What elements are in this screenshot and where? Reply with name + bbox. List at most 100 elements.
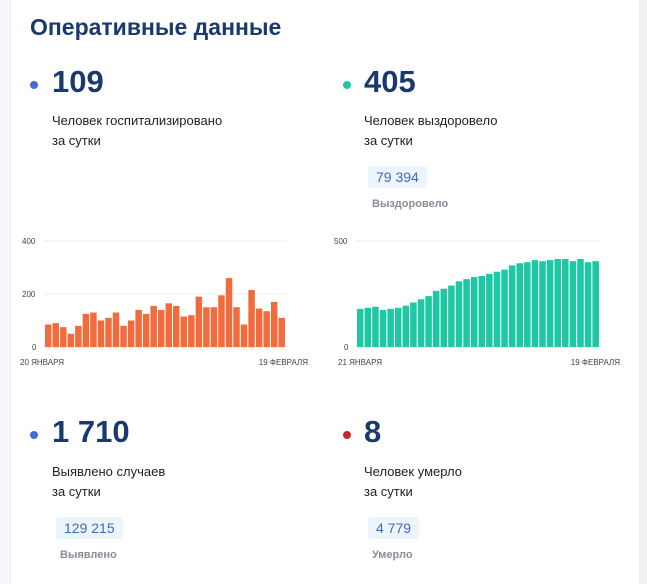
bar	[270, 301, 278, 347]
bullet-dot	[343, 431, 351, 439]
left-sidebar-fragment	[0, 0, 11, 584]
recovered-total-label: Выздоровело	[372, 198, 449, 210]
scrollbar[interactable]	[639, 0, 647, 584]
recovered-desc: Человек выздоровело за сутки	[364, 111, 497, 151]
bar	[531, 260, 539, 347]
recovered-value: 405	[364, 64, 416, 99]
x-start-label: 20 ЯНВАРЯ	[20, 358, 64, 367]
bar	[142, 313, 150, 348]
deaths-desc: Человек умерло за сутки	[364, 462, 462, 502]
bar	[592, 261, 599, 347]
bar	[394, 307, 402, 347]
bar	[410, 302, 417, 347]
bar	[539, 261, 546, 347]
bar	[432, 290, 440, 347]
bar	[357, 308, 364, 347]
recovered-desc-line2: за сутки	[364, 133, 413, 148]
bar	[516, 263, 523, 347]
cases-total-label: Выявлено	[60, 549, 117, 561]
bar	[135, 309, 142, 347]
bar	[82, 313, 90, 348]
bar	[255, 308, 263, 347]
bar	[440, 288, 448, 347]
x-start-label: 21 ЯНВАРЯ	[338, 358, 382, 367]
hospitalized-value: 109	[52, 64, 104, 99]
bar	[569, 261, 577, 347]
bar	[372, 306, 379, 347]
bar	[233, 307, 240, 347]
bar	[112, 312, 120, 347]
bar	[425, 296, 432, 347]
bar	[210, 307, 218, 347]
bar	[402, 305, 410, 347]
bar	[455, 281, 463, 347]
bar	[364, 307, 372, 347]
deaths-value: 8	[364, 414, 382, 449]
bar	[45, 324, 52, 347]
recovered-chart: 500 0 21 ЯНВАРЯ 19 ФЕВРАЛЯ	[334, 237, 620, 367]
bar	[127, 320, 135, 347]
bar	[448, 285, 455, 347]
bar	[195, 296, 203, 347]
bar	[463, 279, 470, 347]
ytick-label: 400	[22, 237, 36, 246]
bar	[67, 333, 75, 347]
bar	[493, 271, 501, 347]
ytick-label: 0	[344, 343, 349, 352]
ytick-label: 500	[334, 237, 348, 246]
bar-group	[357, 259, 599, 347]
bar	[486, 273, 493, 347]
bar	[90, 312, 97, 347]
ytick-label: 200	[22, 290, 36, 299]
deaths-desc-line2: за сутки	[364, 484, 413, 499]
bar	[546, 260, 554, 347]
cases-desc-line2: за сутки	[52, 484, 101, 499]
cases-desc-line1: Выявлено случаев	[52, 464, 166, 479]
bar	[508, 265, 516, 347]
bullet-dot	[343, 81, 351, 89]
x-end-label: 19 ФЕВРАЛЯ	[571, 358, 620, 367]
bar	[157, 309, 165, 347]
bar	[120, 325, 127, 347]
bar	[60, 327, 67, 348]
cases-total: 129 215	[56, 517, 123, 539]
x-end-label: 19 ФЕВРАЛЯ	[259, 358, 308, 367]
bar	[524, 262, 531, 347]
page-title: Оперативные данные	[30, 14, 282, 40]
bar	[97, 320, 105, 347]
cases-value: 1 710	[52, 414, 130, 449]
bar	[248, 290, 255, 347]
hospitalized-desc-line1: Человек госпитализировано	[52, 113, 223, 128]
bar	[387, 308, 394, 347]
bar	[225, 278, 233, 347]
bar	[218, 295, 225, 347]
bar-group	[45, 278, 285, 348]
bar	[584, 262, 592, 347]
hospitalized-chart: 400 200 0 20 ЯНВАРЯ 19 ФЕВРАЛЯ	[20, 237, 308, 367]
bar	[417, 299, 425, 347]
bar	[577, 259, 584, 347]
bar	[278, 317, 285, 347]
bar	[501, 269, 508, 347]
bar	[75, 325, 82, 347]
bar	[173, 305, 180, 347]
bar	[554, 259, 561, 347]
bar	[52, 323, 60, 347]
hospitalized-desc-line2: за сутки	[52, 133, 101, 148]
ytick-label: 0	[32, 343, 37, 352]
bullet-dot	[30, 81, 38, 89]
bar	[180, 316, 188, 347]
bar	[263, 311, 270, 347]
recovered-total: 79 394	[368, 166, 427, 188]
recovered-desc-line1: Человек выздоровело	[364, 113, 498, 128]
bar	[379, 309, 387, 347]
bar	[150, 305, 157, 347]
bullet-dot	[30, 431, 38, 439]
bar	[203, 307, 210, 347]
bar	[165, 303, 172, 347]
bar	[188, 315, 195, 347]
bar	[240, 324, 248, 347]
deaths-total-label: Умерло	[372, 549, 413, 561]
bar	[562, 259, 569, 347]
bar	[470, 277, 478, 347]
